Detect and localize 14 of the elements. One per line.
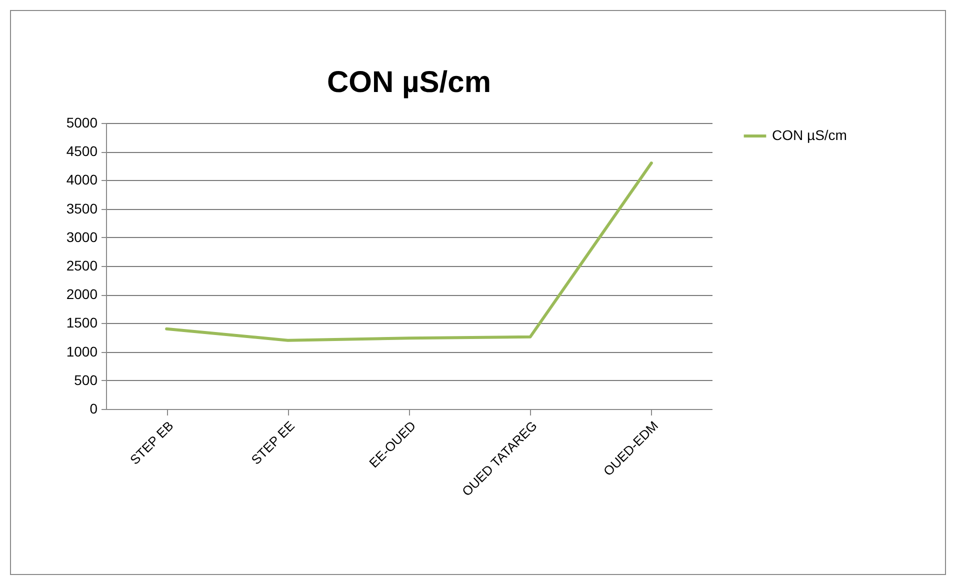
chart-title: CON µS/cm (327, 66, 491, 99)
y-tick-label: 2500 (66, 258, 98, 274)
y-tick-label: 5000 (66, 114, 98, 130)
y-tick-label: 4500 (66, 143, 98, 160)
line-series (165, 162, 653, 342)
y-tick-label: 2000 (66, 286, 98, 302)
y-tick-label: 4000 (66, 172, 98, 188)
y-tick-label: 1000 (66, 343, 98, 360)
y-tick-label: 1500 (66, 314, 98, 331)
y-tick-label: 0 (90, 400, 98, 416)
y-tick-label: 3500 (66, 200, 98, 216)
y-tick-label: 500 (74, 372, 98, 388)
legend-label: CON µS/cm (772, 127, 847, 143)
y-tick-label: 3000 (66, 228, 98, 245)
